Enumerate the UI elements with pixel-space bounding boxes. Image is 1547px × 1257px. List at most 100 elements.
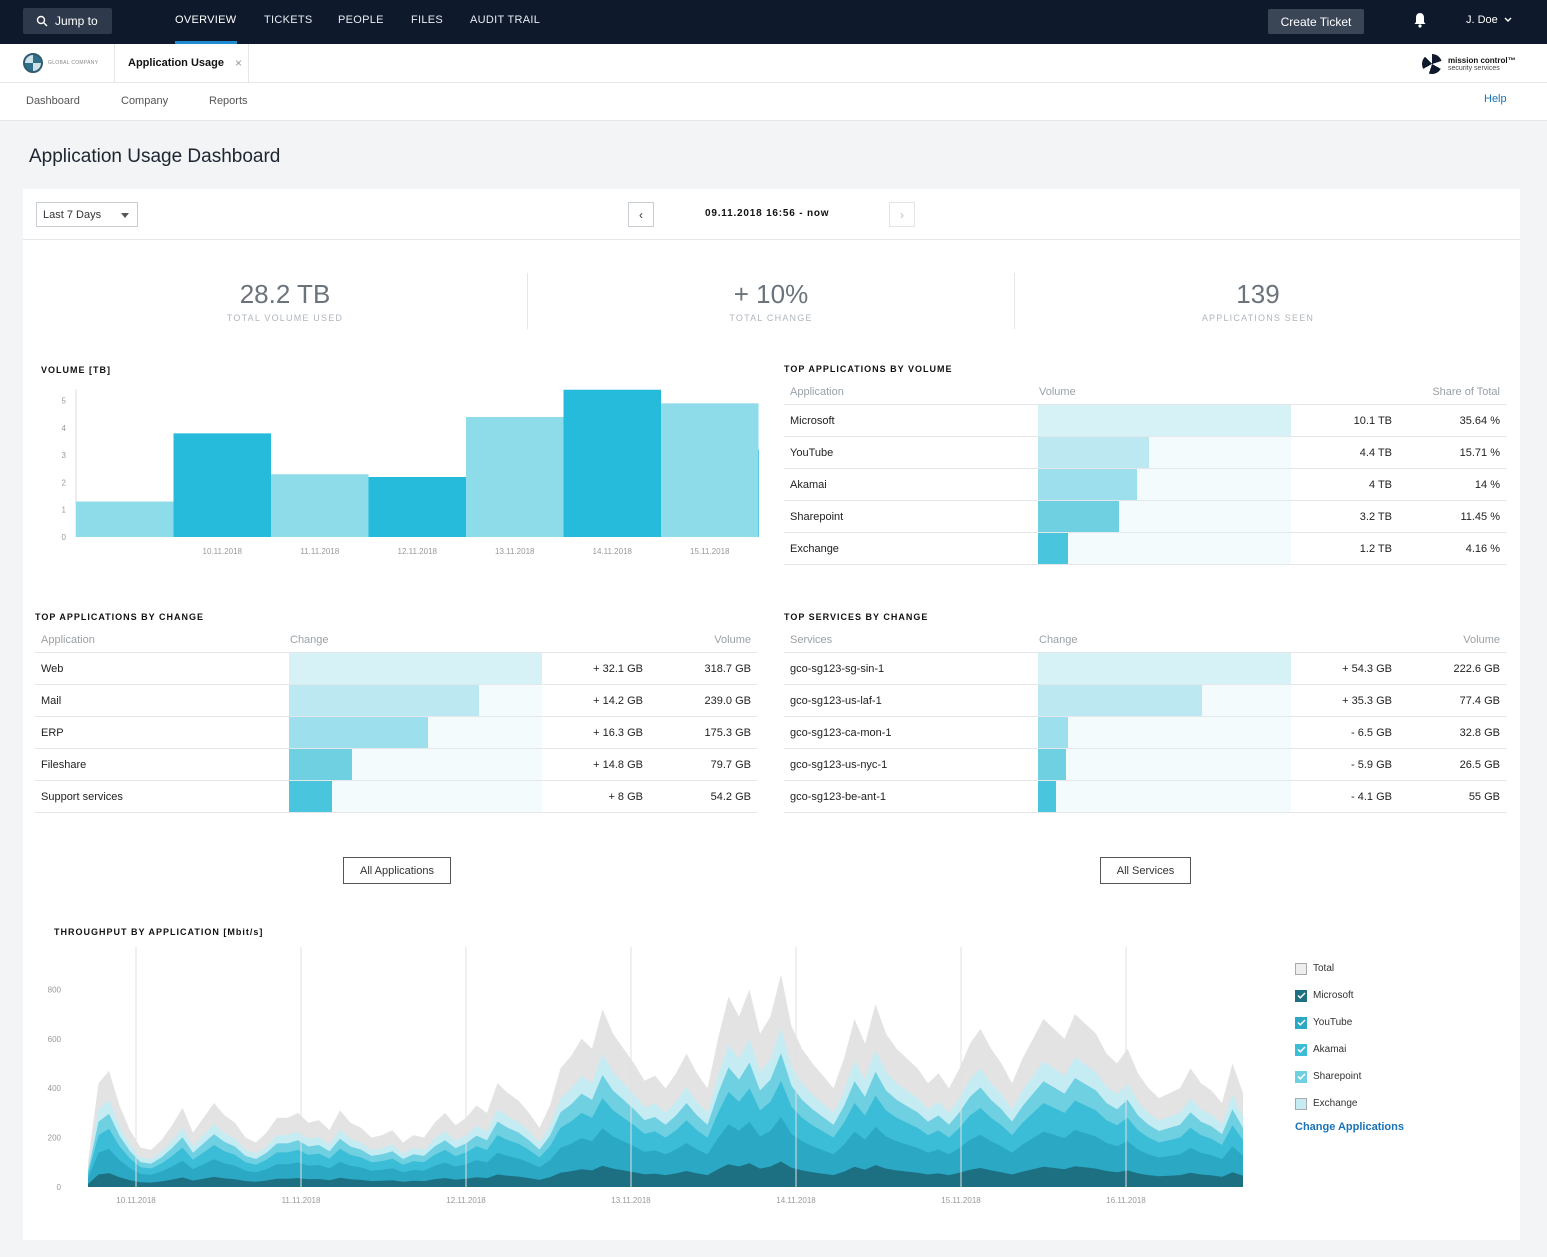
brand-logo: mission control™ security services [1422,54,1516,74]
app-share: 14 % [1474,479,1500,491]
y-tick-label: 5 [62,397,67,406]
change-applications-link[interactable]: Change Applications [1295,1121,1404,1133]
legend-item[interactable]: Sharepoint [1295,1063,1404,1090]
table-row[interactable]: Web + 32.1 GB 318.7 GB [35,653,757,685]
header-application: Application [790,386,844,398]
previous-period-button[interactable]: ‹ [628,202,654,227]
app-volume: 4 TB [1368,479,1392,491]
header-volume: Volume [1039,386,1076,398]
app-volume: 54.2 GB [710,791,751,803]
table-row[interactable]: Fileshare + 14.8 GB 79.7 GB [35,749,757,781]
nav-files[interactable]: FILES [411,14,444,26]
value-bar [289,685,479,716]
page-title: Application Usage Dashboard [29,146,281,167]
service-name: gco-sg123-us-laf-1 [790,695,882,707]
table-row[interactable]: Mail + 14.2 GB 239.0 GB [35,685,757,717]
create-ticket-button[interactable]: Create Ticket [1268,9,1364,34]
bell-icon[interactable] [1413,12,1427,28]
tab-application-usage[interactable]: Application Usage × [114,44,249,82]
subnav-company[interactable]: Company [121,95,169,107]
top-change-services-title: TOP SERVICES BY CHANGE [784,612,929,622]
table-row[interactable]: Microsoft 10.1 TB 35.64 % [784,405,1506,437]
table-row[interactable]: gco-sg123-us-nyc-1 - 5.9 GB 26.5 GB [784,749,1506,781]
table-row[interactable]: gco-sg123-be-ant-1 - 4.1 GB 55 GB [784,781,1506,813]
app-share: 11.45 % [1460,511,1500,523]
close-icon[interactable]: × [234,56,242,70]
legend-item[interactable]: Exchange [1295,1090,1404,1117]
x-tick-label: 15.11.2018 [941,1196,981,1205]
volume-bar [563,389,661,537]
top-change-apps-title: TOP APPLICATIONS BY CHANGE [35,612,205,622]
area-youtube [88,1116,1243,1187]
throughput-chart-title: THROUGHPUT BY APPLICATION [Mbit/s] [54,927,264,937]
next-period-button[interactable]: › [889,202,915,227]
value-bar [1038,749,1066,780]
checkbox[interactable] [1295,962,1307,975]
table-row[interactable]: gco-sg123-ca-mon-1 - 6.5 GB 32.8 GB [784,717,1506,749]
value-bar [1038,501,1119,532]
dashboard-panel: Last 7 Days ‹ 09.11.2018 16:56 - now › 2… [23,189,1520,1240]
x-tick-label: 14.11.2018 [593,547,633,556]
checkbox[interactable] [1295,1097,1307,1110]
value-bar [1038,781,1056,812]
table-row[interactable]: gco-sg123-sg-sin-1 + 54.3 GB 222.6 GB [784,653,1506,685]
kpi-total-change: + 10% TOTAL CHANGE [526,279,1016,323]
subnav-dashboard[interactable]: Dashboard [26,95,80,107]
checkbox[interactable] [1295,1016,1307,1029]
service-volume: 26.5 GB [1459,759,1500,771]
top-navigation-bar: Jump to OVERVIEW TICKETS PEOPLE FILES AU… [0,0,1547,44]
nav-people[interactable]: PEOPLE [338,14,384,26]
table-row[interactable]: gco-sg123-us-laf-1 + 35.3 GB 77.4 GB [784,685,1506,717]
y-tick-label: 200 [48,1134,62,1143]
bar-background [1038,717,1291,748]
table-row[interactable]: Support services + 8 GB 54.2 GB [35,781,757,813]
legend-item[interactable]: Akamai [1295,1036,1404,1063]
top-volume-title: TOP APPLICATIONS BY VOLUME [784,364,953,374]
date-controls: Last 7 Days ‹ 09.11.2018 16:56 - now › [23,189,1520,240]
app-volume: 4.4 TB [1359,447,1392,459]
app-name: Exchange [790,543,839,555]
nav-audit-trail[interactable]: AUDIT TRAIL [470,14,541,26]
x-tick-label: 13.11.2018 [495,547,535,556]
bar-background [1038,533,1291,564]
period-select[interactable]: Last 7 Days [36,202,138,227]
checkbox[interactable] [1295,1070,1307,1083]
legend-item[interactable]: Microsoft [1295,982,1404,1009]
table-row[interactable]: Sharepoint 3.2 TB 11.45 % [784,501,1506,533]
value-bar [1038,405,1291,436]
service-volume: 55 GB [1468,791,1500,803]
checkmark-icon [1296,1019,1306,1026]
globe-icon [23,53,43,73]
top-change-services-table: Services Change Volume gco-sg123-sg-sin-… [784,627,1506,813]
checkbox[interactable] [1295,1043,1307,1056]
nav-tickets[interactable]: TICKETS [264,14,313,26]
legend-label: Exchange [1313,1098,1358,1109]
app-volume: 79.7 GB [710,759,751,771]
volume-bar-chart: 0 1 2 3 4 5 10.11.2018 11.11.2018 12.11.2018 13.1… [62,389,759,556]
x-tick-label: 10.11.2018 [203,547,243,556]
legend-label: Total [1313,963,1335,974]
user-menu[interactable]: J. Doe [1466,14,1512,26]
help-link[interactable]: Help [1484,93,1507,105]
value-bar [1038,437,1150,468]
y-tick-label: 4 [62,424,67,433]
x-tick-label: 16.11.2018 [1106,1196,1146,1205]
table-row[interactable]: YouTube 4.4 TB 15.71 % [784,437,1506,469]
app-name: Microsoft [790,415,835,427]
header-share: Share of Total [1432,386,1500,398]
table-row[interactable]: Exchange 1.2 TB 4.16 % [784,533,1506,565]
table-header: Application Change Volume [35,627,757,653]
jump-to-button[interactable]: Jump to [23,8,112,34]
table-row[interactable]: ERP + 16.3 GB 175.3 GB [35,717,757,749]
legend-item[interactable]: Total [1295,955,1404,982]
kpi-value: 28.2 TB [239,279,331,309]
legend-item[interactable]: YouTube [1295,1009,1404,1036]
all-services-button[interactable]: All Services [1100,857,1191,884]
checkbox[interactable] [1295,989,1307,1002]
x-tick-label: 11.11.2018 [282,1196,321,1205]
nav-overview[interactable]: OVERVIEW [175,0,237,44]
all-applications-button[interactable]: All Applications [343,857,451,884]
subnav-reports[interactable]: Reports [209,95,248,107]
x-tick-label: 11.11.2018 [300,547,339,556]
table-row[interactable]: Akamai 4 TB 14 % [784,469,1506,501]
